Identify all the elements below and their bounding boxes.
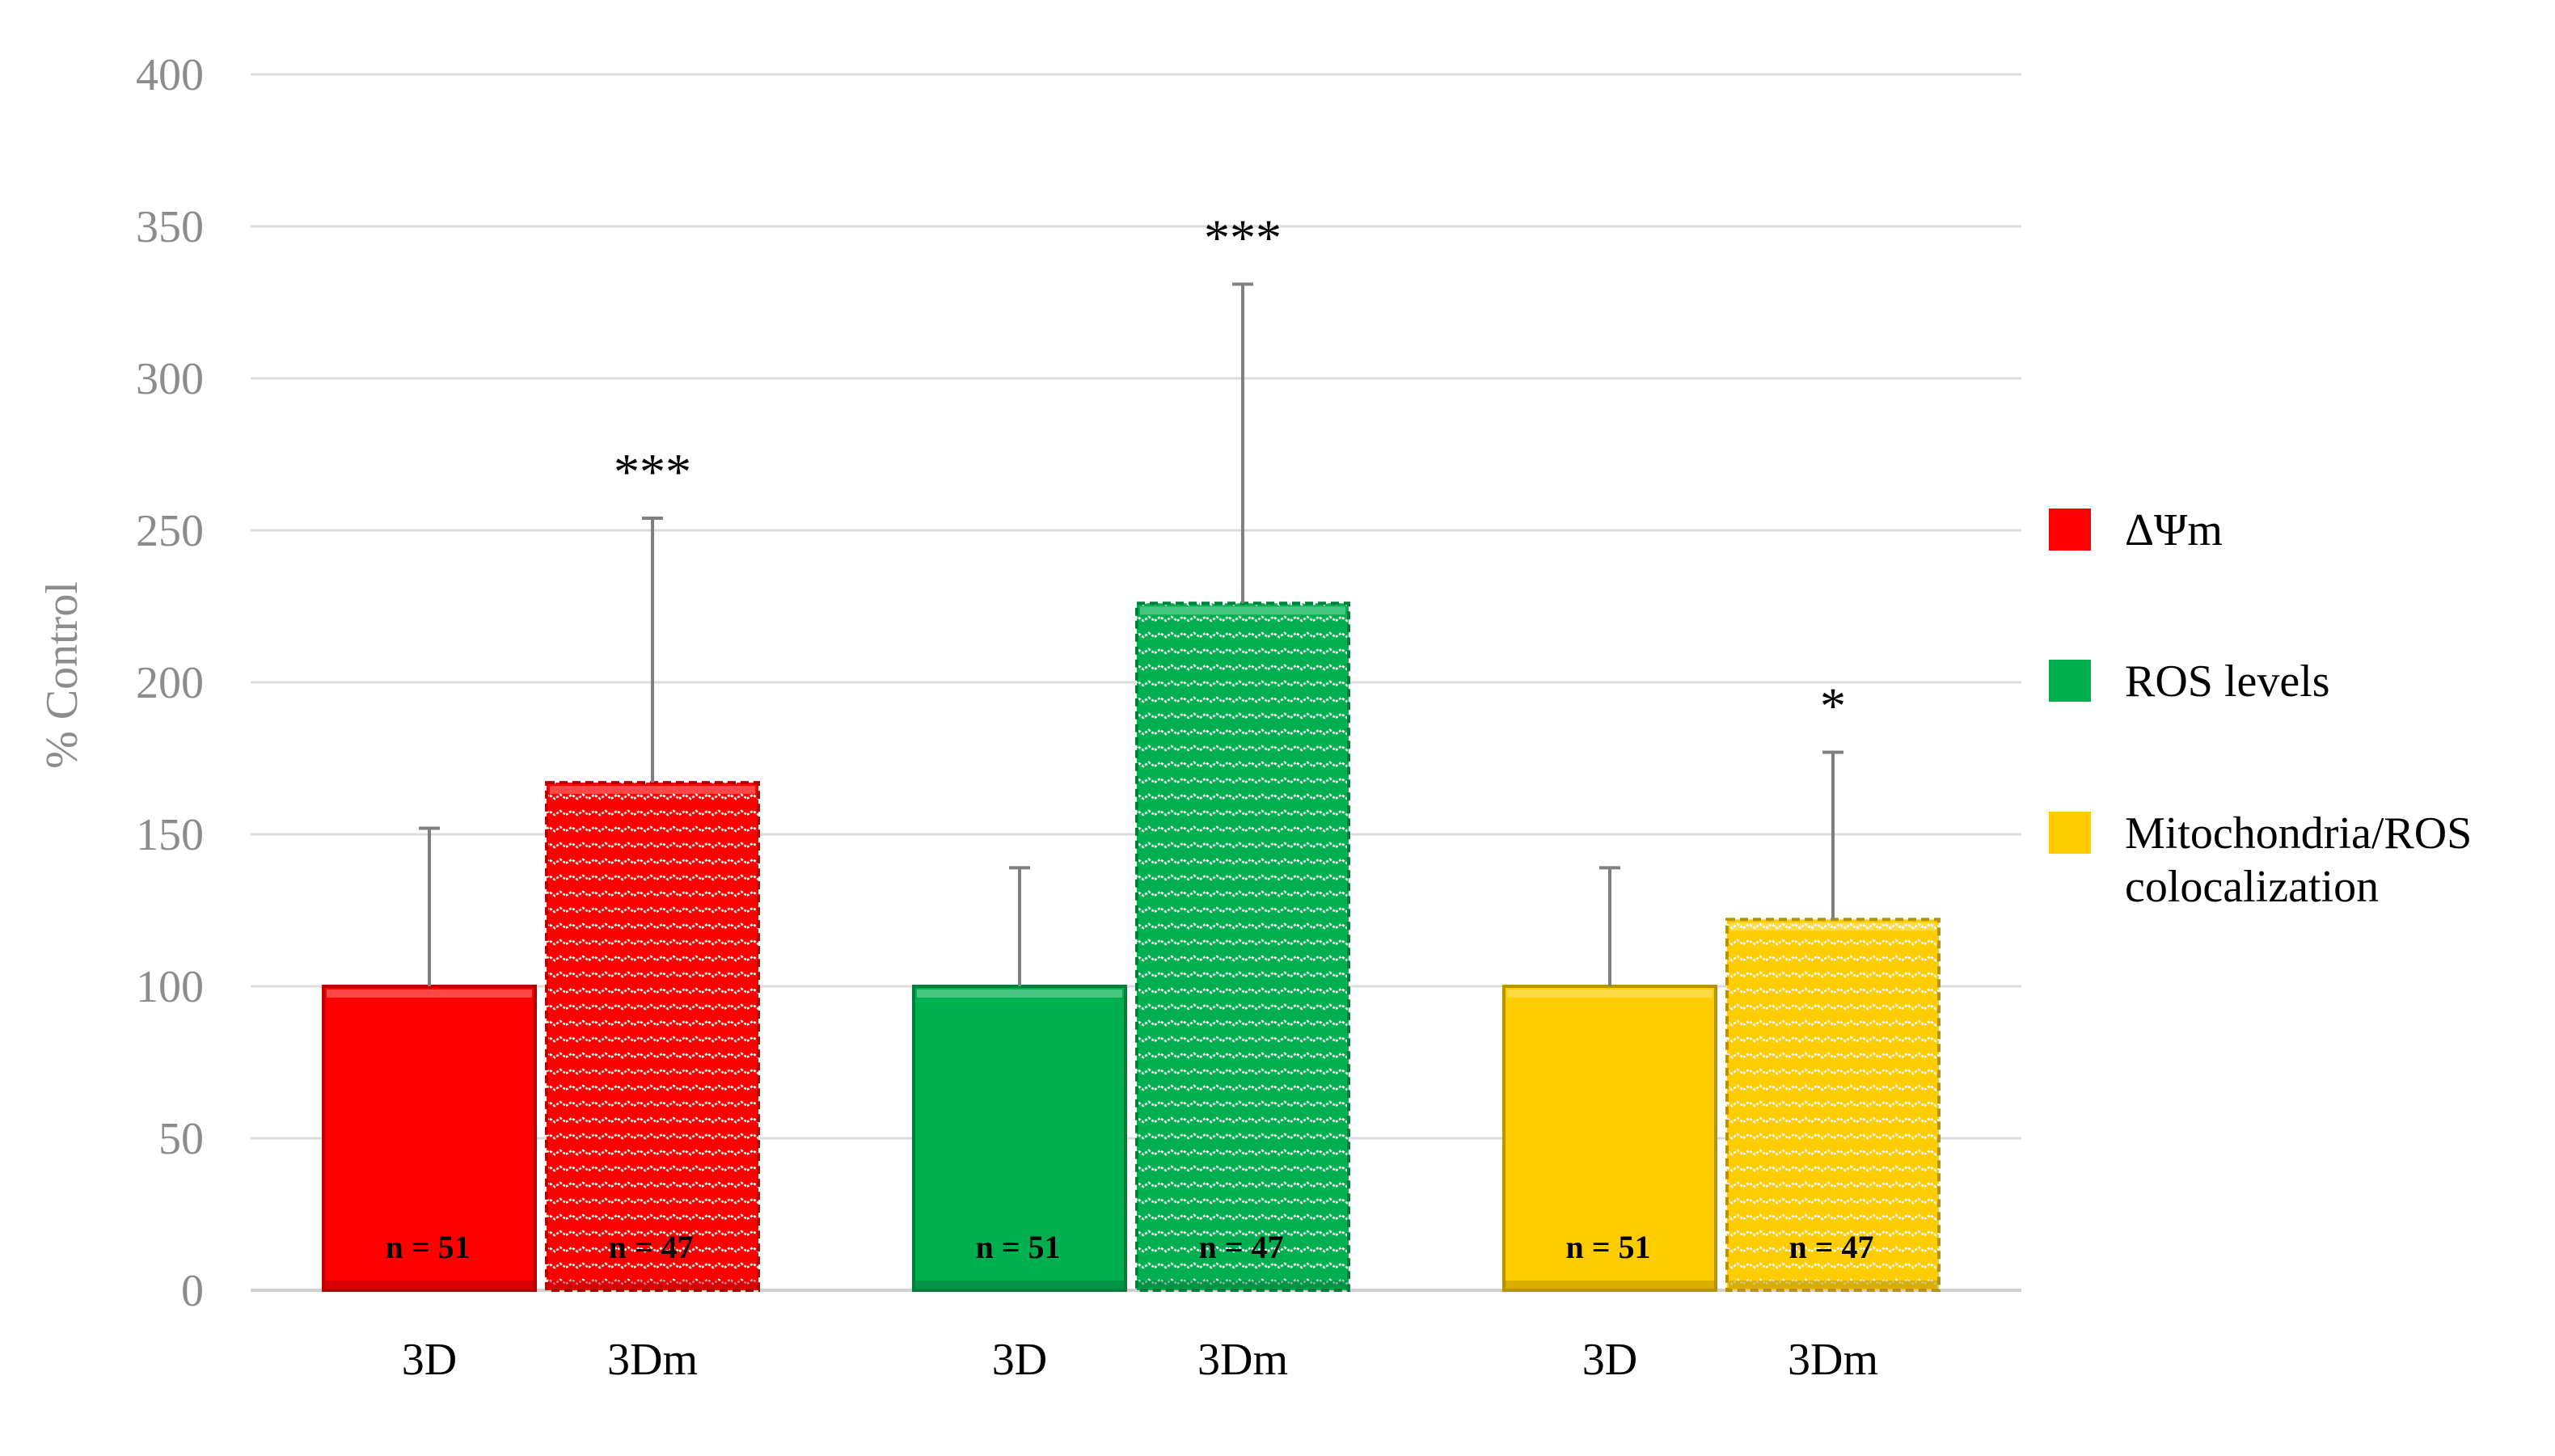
legend-swatch [2049, 660, 2091, 702]
bar [1725, 918, 1941, 1293]
legend-label: ΔΨm [2125, 505, 2223, 555]
significance-label: *** [1204, 209, 1282, 266]
bar [1502, 985, 1717, 1292]
y-tick-label: 200 [136, 658, 204, 708]
bar-group: n = 51 3D *** n = 47 3Dm [322, 443, 760, 1385]
bar-group: n = 51 3D * n = 47 3Dm [1502, 677, 1941, 1385]
bar-group: n = 51 3D *** n = 47 3Dm [912, 209, 1350, 1385]
bar-highlight [917, 990, 1122, 998]
legend-swatch [2049, 812, 2091, 854]
bar-highlight [327, 990, 532, 998]
y-axis: 0 50 100 150 200 250 300 350 400 [136, 50, 204, 1316]
y-tick-label: 250 [136, 506, 204, 556]
x-category-label: 3Dm [1197, 1335, 1288, 1385]
bar-highlight [1507, 990, 1712, 998]
x-category-label: 3Dm [1788, 1335, 1878, 1385]
y-tick-label: 300 [136, 354, 204, 404]
bar-highlight [1140, 606, 1345, 615]
n-label: n = 51 [1565, 1229, 1650, 1265]
y-tick-label: 150 [136, 810, 204, 860]
legend-item: ΔΨm [2049, 505, 2223, 555]
bar [545, 781, 760, 1292]
y-tick-label: 0 [181, 1266, 204, 1316]
y-tick-label: 400 [136, 50, 204, 100]
n-label: n = 47 [608, 1229, 693, 1265]
y-tick-label: 50 [158, 1114, 204, 1164]
x-category-label: 3Dm [607, 1335, 698, 1385]
bar-shadow [1729, 1281, 1937, 1289]
bar [912, 985, 1127, 1292]
significance-label: * [1820, 677, 1846, 734]
n-label: n = 47 [1788, 1229, 1873, 1265]
y-tick-label: 100 [136, 962, 204, 1012]
bar-shadow [1506, 1281, 1714, 1289]
bar-shadow [548, 1281, 757, 1289]
x-category-label: 3D [402, 1335, 457, 1385]
legend-swatch [2049, 509, 2091, 551]
bar-shadow [915, 1281, 1124, 1289]
bar-shadow [325, 1281, 534, 1289]
legend-item: Mitochondria/ROS colocalization [2049, 808, 2472, 912]
legend-label: Mitochondria/ROS colocalization [2125, 808, 2472, 912]
bar-shadow [1138, 1281, 1347, 1289]
y-axis-label: % Control [37, 581, 87, 769]
x-category-label: 3D [1582, 1335, 1637, 1385]
legend: ΔΨm ROS levels Mitochondria/ROS colocalizat… [2049, 505, 2472, 912]
bar [322, 985, 537, 1292]
n-label: n = 47 [1198, 1229, 1283, 1265]
x-category-label: 3D [992, 1335, 1047, 1385]
n-label: n = 51 [385, 1229, 470, 1265]
y-tick-label: 350 [136, 202, 204, 252]
bar-highlight [550, 786, 755, 795]
bar-highlight [1730, 922, 1936, 931]
significance-label: *** [614, 443, 691, 500]
legend-item: ROS levels [2049, 656, 2330, 707]
bars: n = 51 3D *** n = 47 3Dm n = 51 3D *** n = 47 3Dm… [322, 209, 1941, 1385]
legend-label: ROS levels [2125, 656, 2330, 707]
bar [1135, 601, 1350, 1292]
n-label: n = 51 [975, 1229, 1060, 1265]
